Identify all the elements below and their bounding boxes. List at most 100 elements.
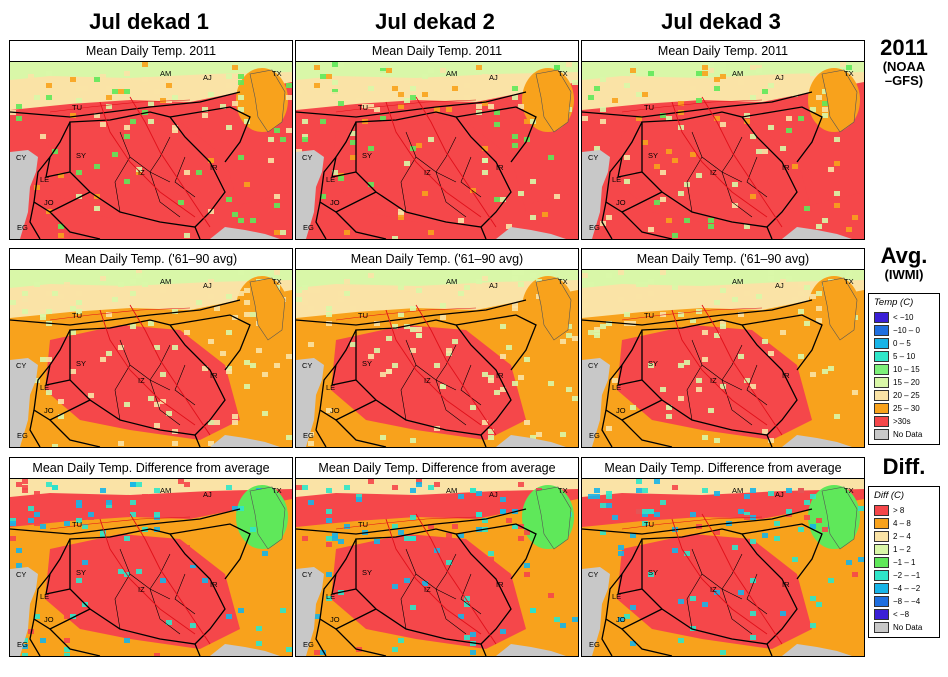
grid-cell bbox=[618, 617, 624, 622]
grid-cell bbox=[702, 602, 708, 607]
grid-cell bbox=[798, 309, 804, 314]
grid-cell bbox=[648, 572, 654, 577]
grid-cell bbox=[708, 300, 714, 305]
grid-cell bbox=[332, 80, 338, 85]
grid-cell bbox=[34, 95, 40, 100]
grid-cell bbox=[720, 384, 726, 389]
grid-cell bbox=[332, 89, 338, 94]
grid-cell bbox=[756, 149, 762, 154]
grid-cell bbox=[834, 414, 840, 419]
grid-cell bbox=[738, 590, 744, 595]
country-label-cy: CY bbox=[16, 153, 26, 162]
country-border bbox=[605, 156, 663, 213]
map-area: AMAJTXTUSYIRIZLECYJOEGSAKU bbox=[10, 62, 292, 239]
country-border bbox=[766, 226, 773, 239]
map-svg: AMAJTXTUSYIRIZLECYJOEGSAKU bbox=[582, 62, 864, 239]
grid-cell bbox=[774, 521, 780, 526]
grid-cell bbox=[512, 134, 518, 139]
grid-cell bbox=[846, 560, 852, 565]
grid-cell bbox=[648, 71, 654, 76]
province-border bbox=[721, 553, 743, 590]
country-border bbox=[49, 419, 101, 447]
grid-cell bbox=[816, 518, 822, 523]
grid-cell bbox=[392, 647, 398, 652]
grid-cell bbox=[76, 98, 82, 103]
grid-cell bbox=[822, 218, 828, 223]
map-area: AMAJTXTUSYIRIZLECYJOEGSAKU bbox=[582, 479, 864, 656]
grid-cell bbox=[512, 524, 518, 529]
province-border bbox=[149, 136, 171, 173]
grid-cell bbox=[404, 324, 410, 329]
grid-cell bbox=[196, 170, 202, 175]
country-border bbox=[319, 364, 377, 421]
grid-cell bbox=[714, 333, 720, 338]
grid-cell bbox=[518, 282, 524, 287]
grid-cell bbox=[768, 438, 774, 443]
grid-cell bbox=[500, 324, 506, 329]
country-border bbox=[582, 91, 813, 118]
grid-cell bbox=[512, 306, 518, 311]
grid-cell bbox=[810, 494, 816, 499]
grid-cell bbox=[804, 285, 810, 290]
grid-cell bbox=[452, 524, 458, 529]
grid-cell bbox=[654, 164, 660, 169]
persian-gulf bbox=[210, 644, 280, 656]
province-border bbox=[435, 171, 467, 218]
grid-cell bbox=[708, 218, 714, 223]
grid-cell bbox=[684, 551, 690, 556]
grid-cell bbox=[124, 536, 130, 541]
grid-cell bbox=[594, 333, 600, 338]
legend-label: 25 – 30 bbox=[893, 404, 920, 413]
country-label-am: AM bbox=[446, 277, 457, 286]
country-label-le: LE bbox=[40, 175, 49, 184]
legend-swatch bbox=[874, 403, 889, 414]
grid-cell bbox=[648, 363, 654, 368]
river-tigris bbox=[701, 513, 783, 645]
country-label-eg: EG bbox=[17, 431, 28, 440]
mediterranean-sea bbox=[582, 358, 610, 447]
grid-cell bbox=[166, 98, 172, 103]
grid-cell bbox=[416, 143, 422, 148]
grid-cell bbox=[708, 68, 714, 73]
grid-cell bbox=[106, 86, 112, 91]
grid-cell bbox=[356, 494, 362, 499]
grid-cell bbox=[678, 396, 684, 401]
grid-cell bbox=[178, 200, 184, 205]
country-label-eg: EG bbox=[303, 223, 314, 232]
grid-cell bbox=[822, 113, 828, 118]
grid-cell bbox=[446, 107, 452, 112]
row-label-title: Diff. bbox=[882, 454, 926, 479]
grid-cell bbox=[518, 191, 524, 196]
grid-cell bbox=[630, 405, 636, 410]
grid-cell bbox=[542, 212, 548, 217]
persian-gulf bbox=[496, 435, 566, 447]
grid-cell bbox=[416, 288, 422, 293]
grid-cell bbox=[40, 309, 46, 314]
panel-title: Mean Daily Temp. Difference from average bbox=[296, 458, 578, 479]
grid-cell bbox=[500, 497, 506, 502]
grid-cell bbox=[34, 282, 40, 287]
grid-cell bbox=[76, 291, 82, 296]
legend-label: > 8 bbox=[893, 506, 905, 515]
grid-cell bbox=[768, 276, 774, 281]
legend-label: 10 – 15 bbox=[893, 365, 920, 374]
grid-cell bbox=[208, 441, 214, 446]
legend-swatch bbox=[874, 429, 889, 440]
grid-cell bbox=[434, 426, 440, 431]
country-label-le: LE bbox=[326, 592, 335, 601]
country-label-cy: CY bbox=[16, 361, 26, 370]
grid-cell bbox=[398, 638, 404, 643]
country-label-am: AM bbox=[160, 69, 171, 78]
grid-cell bbox=[326, 509, 332, 514]
grid-cell bbox=[594, 330, 600, 335]
river-tigris bbox=[415, 304, 497, 436]
grid-cell bbox=[88, 515, 94, 520]
legend-swatch bbox=[874, 351, 889, 362]
legend-swatch bbox=[874, 325, 889, 336]
grid-cell bbox=[166, 83, 172, 88]
panel-title: Mean Daily Temp. ('61–90 avg) bbox=[296, 249, 578, 270]
grid-cell bbox=[714, 300, 720, 305]
country-label-am: AM bbox=[160, 277, 171, 286]
river-tigris bbox=[415, 96, 497, 228]
grid-cell bbox=[326, 306, 332, 311]
